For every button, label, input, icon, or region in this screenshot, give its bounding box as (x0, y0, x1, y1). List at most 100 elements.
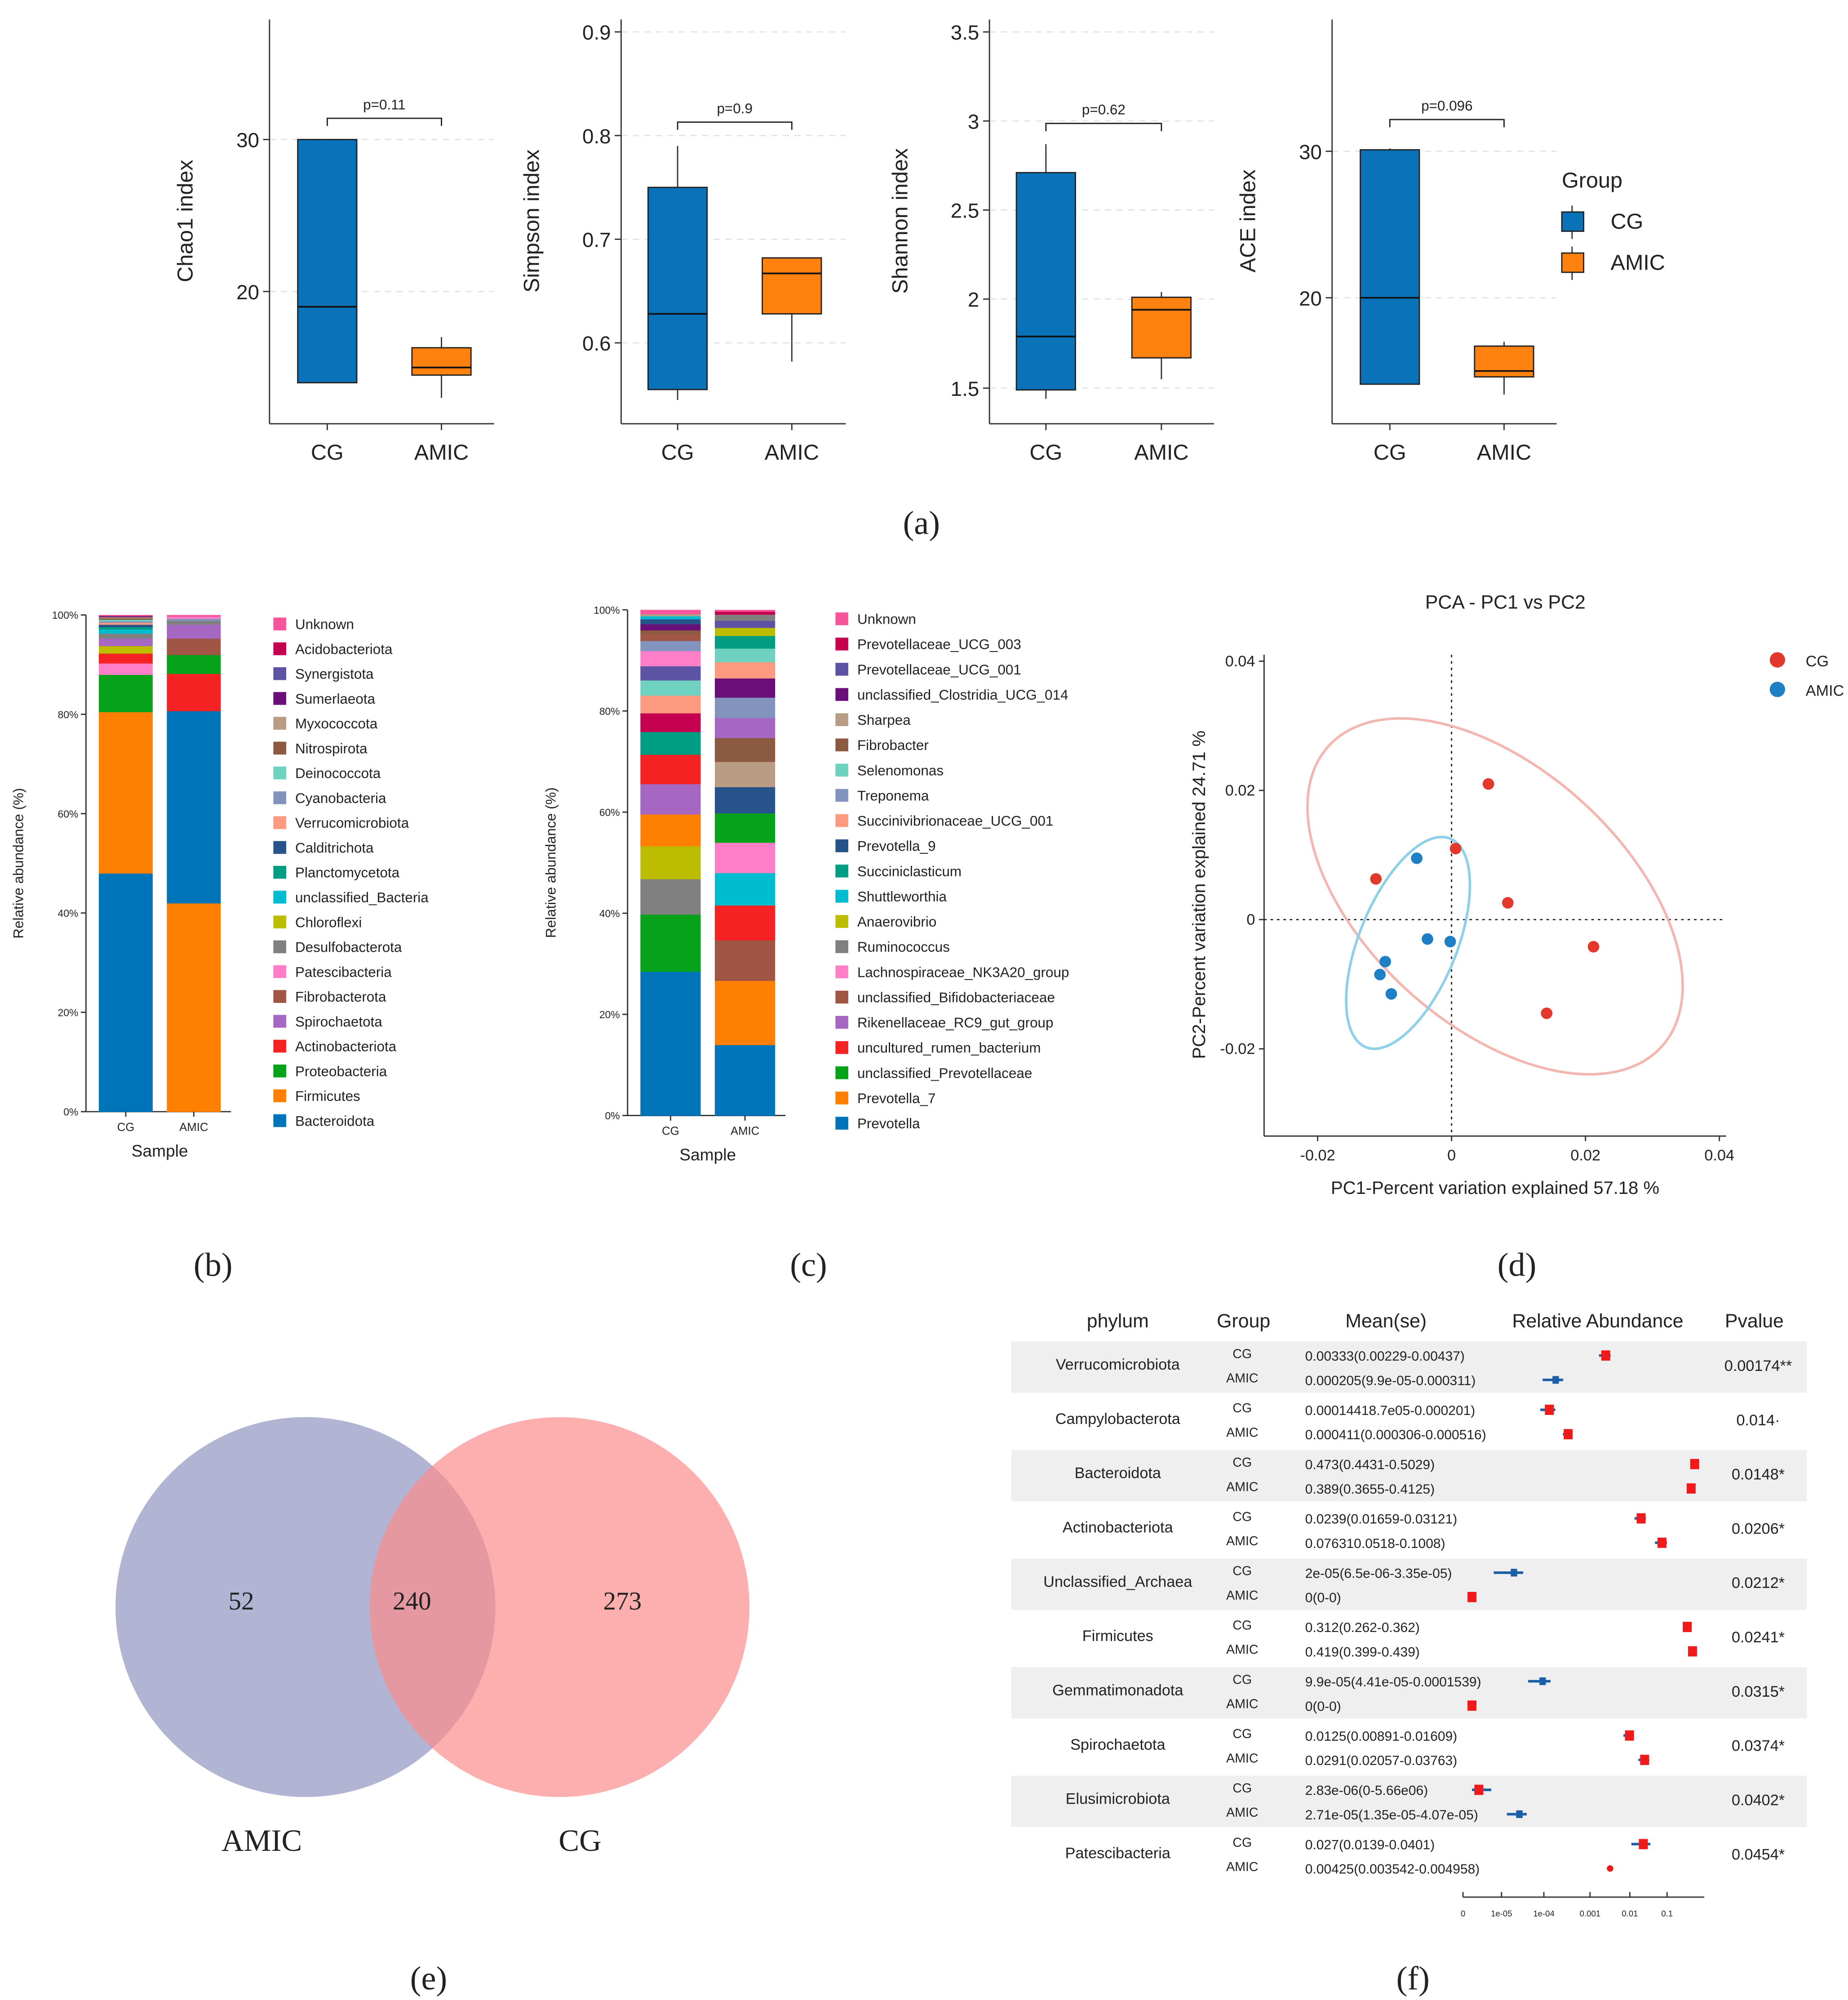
legend-swatch (273, 791, 286, 804)
p-value: 0.0402* (1732, 1792, 1785, 1809)
x-tick-label: AMIC (731, 1125, 759, 1137)
mean-marker (1688, 1646, 1697, 1657)
data-point-AMIC (1411, 852, 1423, 864)
bar-segment-CG-Calditrichota (98, 624, 153, 628)
panel-label: (b) (194, 1247, 233, 1284)
legend-swatch (835, 940, 848, 953)
bar-segment-CG-Chloroflexi (98, 646, 153, 654)
legend-label: Patescibacteria (295, 964, 392, 980)
legend-swatch (835, 890, 848, 903)
boxplot-1: 20 30 Chao1 index CG AMIC p=0.11 (173, 19, 494, 465)
data-point-AMIC (1374, 968, 1386, 980)
stacked-bar-chart-phylum: 0% 20% 40% 60% 80% 100% CG AMIC Sample Relative a… (10, 609, 429, 1160)
phylum-name: Elusimicrobiota (1066, 1791, 1170, 1808)
bar-segment-AMIC-Proteobacteria (167, 655, 221, 674)
mean-se: 0.473(0.4431-0.5029) (1305, 1458, 1435, 1472)
legend-swatch (835, 1091, 848, 1104)
x-tick-label: CG (311, 440, 344, 465)
legend-swatch (835, 663, 848, 676)
y-tick-label: 3 (968, 110, 979, 133)
legend-label: Sumerlaeota (295, 691, 376, 707)
significance-bracket (326, 117, 442, 126)
legend-swatch (273, 1114, 286, 1127)
y-tick-label: 40% (599, 908, 620, 919)
y-tick-label: 0.6 (582, 332, 611, 355)
bar-segment-CG-Prevotella_9 (640, 619, 701, 625)
group-label: CG (1232, 1836, 1252, 1850)
legend-label: unclassified_Bacteria (295, 890, 429, 905)
legend-label: Prevotellaceae_UCG_001 (857, 662, 1021, 678)
x-tick-label: 0 (1461, 1909, 1465, 1918)
mean-marker (1683, 1622, 1692, 1632)
legend-label: Rikenellaceae_RC9_gut_group (857, 1015, 1054, 1031)
mean-marker (1545, 1405, 1554, 1415)
legend-label: Nitrospirota (295, 741, 368, 756)
box-AMIC (1474, 345, 1534, 378)
legend-swatch (273, 891, 286, 904)
bar-segment-AMIC-Prevotellaceae_UCG_001 (714, 620, 776, 628)
boxplot-4: 20 30 ACE index CG AMIC p=0.096 Group CG AMIC (1236, 19, 1665, 465)
bar-segment-AMIC-Unknown (714, 610, 776, 612)
legend-label: Succinivibrionaceae_UCG_001 (857, 813, 1053, 829)
legend-label: Prevotellaceae_UCG_003 (857, 637, 1021, 652)
bar-segment-CG-Planctomycetota (98, 627, 153, 630)
mean-se: 9.9e-05(4.41e-05-0.0001539) (1305, 1675, 1481, 1690)
venn-count-AMIC: 52 (228, 1587, 254, 1615)
y-axis-label: Chao1 index (173, 160, 197, 282)
legend-label: Fibrobacterota (295, 989, 386, 1005)
venn-diagram: 52 240 273 AMIC CG (115, 1417, 750, 1858)
legend-swatch (835, 638, 848, 651)
legend-swatch (835, 1066, 848, 1079)
bar-segment-AMIC-Succinivibrionaceae_UCG_001 (714, 662, 776, 678)
data-point-AMIC (1379, 956, 1391, 967)
x-tick-label: CG (117, 1121, 135, 1134)
table-row: Verrucomicrobiota 0.00174** CG 0.00333(0.00… (1011, 1341, 1807, 1393)
y-tick-label: 20 (236, 281, 259, 304)
group-label: CG (1232, 1455, 1252, 1470)
y-tick-label: 100% (594, 604, 620, 616)
box-AMIC (1131, 297, 1192, 359)
legend-swatch (835, 612, 848, 625)
bar-segment-AMIC-Bacteroidota (167, 710, 221, 904)
bar-segment-CG-Cyanobacteria (98, 621, 153, 623)
bar-segment-AMIC-uncultured_rumen_bacterium (714, 905, 776, 940)
bar-segment-CG-Prevotellaceae_UCG_001 (640, 666, 701, 681)
group-label: CG (1232, 1672, 1252, 1687)
panel-label: (d) (1498, 1247, 1537, 1284)
group-label: CG (1232, 1564, 1252, 1579)
bar-segment-CG-Deinococcota (98, 619, 153, 621)
phylum-name: Patescibacteria (1065, 1845, 1171, 1862)
mean-se: 0.0291(0.02057-0.03763) (1305, 1753, 1457, 1768)
p-value: 0.00174** (1724, 1357, 1792, 1375)
x-tick-label: 0 (1447, 1147, 1456, 1164)
y-tick-label: 20 (1299, 287, 1322, 310)
legend-swatch (273, 617, 286, 630)
mean-se: 0(0-0) (1305, 1591, 1341, 1605)
bar-segment-AMIC-Selenomonas (714, 648, 776, 662)
legend-swatch (273, 965, 286, 978)
mean-se: 2e-05(6.5e-06-3.35e-05) (1305, 1566, 1452, 1581)
panel-label: (f) (1396, 1960, 1430, 1997)
legend-swatch (835, 713, 848, 726)
bar-segment-AMIC-Ruminococcus (714, 614, 776, 621)
legend-marker (1769, 682, 1786, 697)
confidence-ellipse-AMIC (1345, 835, 1471, 1050)
legend-label: Fibrobacter (857, 737, 929, 753)
bar-segment-AMIC-Prevotella_9 (714, 787, 776, 814)
column-header: Relative Abundance (1512, 1310, 1684, 1332)
group-label: AMIC (1226, 1751, 1258, 1765)
y-tick-label: 20% (599, 1009, 620, 1020)
group-label: AMIC (1226, 1805, 1258, 1820)
phylum-name: Actinobacteriota (1063, 1519, 1174, 1536)
legend-label: Succiniclasticum (857, 864, 962, 879)
table-row: Actinobacteriota 0.0206* CG 0.0239(0.01659-… (1063, 1510, 1785, 1551)
legend-swatch (835, 965, 848, 979)
x-tick-label: 0.1 (1661, 1909, 1673, 1918)
phylum-name: Bacteroidota (1075, 1465, 1161, 1482)
legend-swatch (835, 738, 848, 752)
y-tick-label: 80% (599, 705, 620, 717)
mean-marker (1607, 1865, 1613, 1872)
legend-swatch (835, 814, 848, 827)
bar-segment-CG-Prevotellaceae_UCG_003 (640, 713, 701, 732)
legend-label: Desulfobacterota (295, 940, 402, 955)
